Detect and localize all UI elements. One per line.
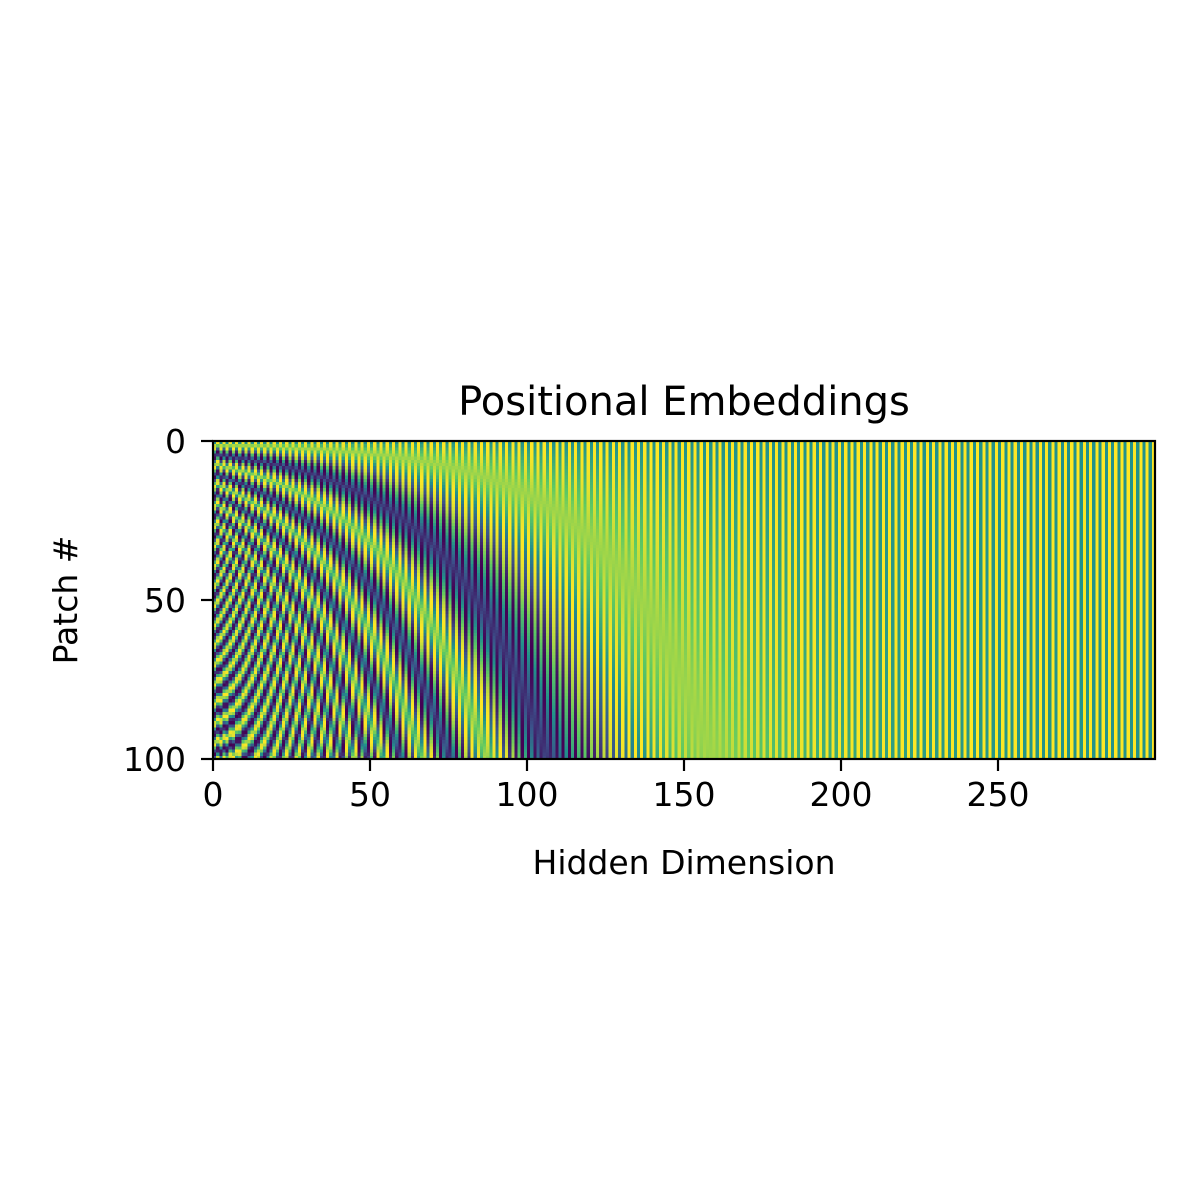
x-tick-label: 50 bbox=[349, 775, 391, 814]
x-axis-label: Hidden Dimension bbox=[533, 843, 836, 882]
heatmap-area bbox=[213, 441, 1155, 759]
y-tick-label: 0 bbox=[165, 422, 186, 461]
y-axis-label: Patch # bbox=[46, 536, 85, 665]
x-axis: 0 50 100 150 200 250 bbox=[203, 759, 1030, 814]
y-axis: 0 50 100 bbox=[123, 422, 213, 779]
x-tick-label: 100 bbox=[496, 775, 559, 814]
x-tick-label: 200 bbox=[810, 775, 873, 814]
y-tick-label: 50 bbox=[144, 581, 186, 620]
x-tick-label: 150 bbox=[653, 775, 716, 814]
y-tick-label: 100 bbox=[123, 740, 186, 779]
x-tick-label: 0 bbox=[203, 775, 224, 814]
heatmap-cells bbox=[213, 441, 1155, 759]
chart-title: Positional Embeddings bbox=[458, 379, 910, 425]
x-tick-label: 250 bbox=[967, 775, 1030, 814]
